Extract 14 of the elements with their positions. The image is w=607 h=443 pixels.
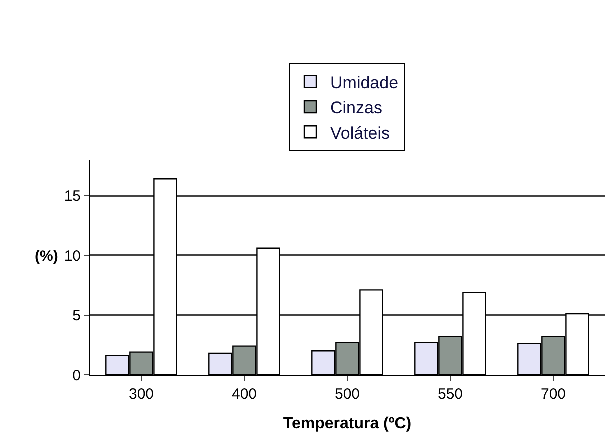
- legend-label: Voláteis: [330, 124, 390, 143]
- x-tick-label: 700: [540, 386, 566, 403]
- y-tick-label: 10: [64, 248, 81, 265]
- x-tick-label: 550: [438, 386, 464, 403]
- legend-label: Umidade: [330, 74, 399, 93]
- legend-label: Cinzas: [330, 98, 382, 118]
- x-axis-title: Temperatura (ºC): [283, 416, 412, 433]
- y-tick-label: 15: [64, 188, 81, 206]
- y-tick-label: 0: [72, 367, 81, 384]
- x-tick-label: 300: [128, 386, 154, 403]
- y-tick-label: 5: [72, 308, 81, 325]
- x-tick-label: 500: [334, 386, 360, 403]
- y-axis-title: (%): [35, 248, 58, 265]
- x-tick-label: 400: [232, 386, 258, 403]
